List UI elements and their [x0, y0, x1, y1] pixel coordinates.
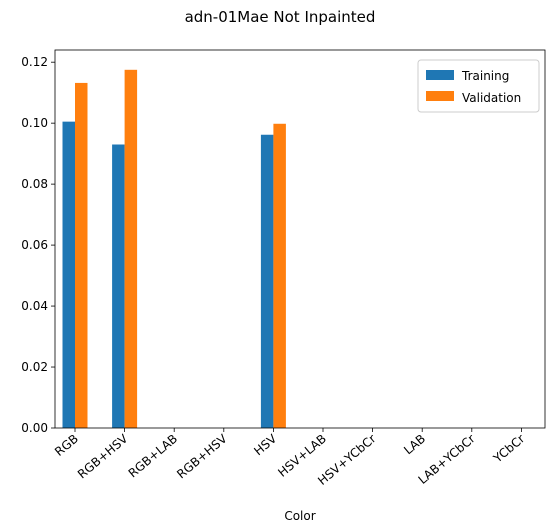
y-tick-label: 0.02 — [21, 360, 48, 374]
legend: Training Validation — [417, 59, 540, 113]
bar-validation-1 — [124, 69, 138, 428]
x-tick-label: RGB+LAB — [126, 432, 180, 481]
plot-frame — [54, 49, 546, 429]
x-tick-label: RGB+HSV — [174, 431, 230, 481]
bar-validation-0 — [75, 82, 88, 429]
y-axis: 0.00 0.02 0.04 0.06 0.08 0.10 0.12 — [21, 55, 55, 435]
y-tick-label: 0.00 — [21, 421, 48, 435]
x-tick-label: HSV — [251, 431, 280, 458]
y-tick-label: 0.12 — [21, 55, 48, 69]
x-tick-label: RGB+HSV — [75, 431, 131, 481]
bars-layer — [62, 69, 286, 429]
y-tick-label: 0.04 — [21, 299, 48, 313]
bar-training-1 — [112, 144, 125, 428]
x-tick-label: RGB — [52, 432, 81, 459]
legend-label-training: Training — [461, 69, 509, 83]
bar-validation-4 — [273, 123, 286, 429]
legend-swatch-training — [426, 70, 454, 80]
y-tick-label: 0.10 — [21, 116, 48, 130]
legend-swatch-validation — [426, 91, 454, 101]
legend-label-validation: Validation — [462, 91, 521, 105]
y-tick-label: 0.08 — [21, 177, 48, 191]
x-tick-label: LAB — [401, 432, 428, 458]
x-axis-label: Color — [284, 509, 315, 523]
bar-training-0 — [62, 121, 75, 428]
y-tick-label: 0.06 — [21, 238, 48, 252]
bar-training-4 — [260, 134, 274, 428]
chart-title: adn-01Mae Not Inpainted — [185, 8, 376, 26]
x-tick-label: YCbCr — [490, 432, 527, 467]
